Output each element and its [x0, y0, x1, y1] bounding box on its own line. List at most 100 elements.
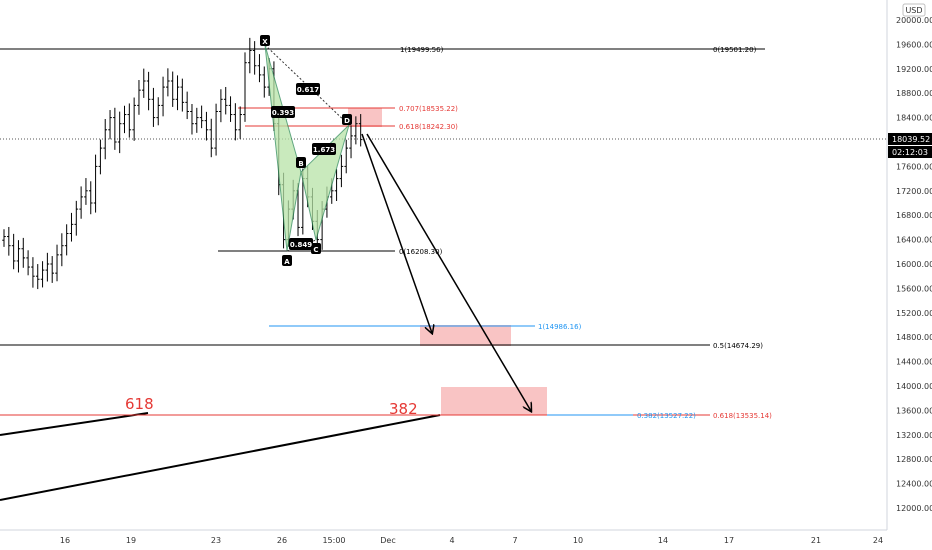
candle-25[interactable]	[122, 105, 127, 134]
price-tick-1: 19600.00	[896, 40, 932, 49]
candle-69[interactable]	[334, 169, 339, 201]
candle-31[interactable]	[151, 87, 156, 127]
candle-22[interactable]	[108, 110, 112, 140]
candle-24[interactable]	[117, 111, 122, 154]
candle-72[interactable]	[349, 125, 353, 159]
candle-42[interactable]	[204, 111, 209, 141]
point-c-marker[interactable]: C	[311, 243, 321, 254]
candle-15[interactable]	[74, 200, 79, 236]
candle-19[interactable]	[93, 154, 98, 213]
currency-label: USD	[905, 6, 922, 15]
candle-20[interactable]	[98, 139, 103, 175]
candle-38[interactable]	[185, 91, 189, 120]
price-tick-13: 14800.00	[896, 333, 932, 342]
candle-54[interactable]	[262, 66, 267, 98]
price-tick-2: 19200.00	[896, 65, 932, 74]
candle-34[interactable]	[166, 68, 170, 97]
candle-5[interactable]	[26, 250, 30, 276]
price-tick-14: 14400.00	[896, 358, 932, 367]
candle-0[interactable]	[2, 229, 6, 247]
candle-74[interactable]	[358, 114, 363, 147]
price-tick-16: 13600.00	[896, 406, 932, 415]
price-axis[interactable]: 20000.00 19600.00 19200.00 18800.00 18400.00…	[886, 0, 932, 530]
candle-23[interactable]	[113, 107, 117, 150]
projection-arrows[interactable]	[361, 133, 531, 411]
candle-14[interactable]	[69, 212, 74, 242]
candle-11[interactable]	[55, 244, 59, 282]
trendlines[interactable]	[0, 412, 441, 501]
candle-45[interactable]	[219, 89, 223, 123]
time-tick-2: 23	[211, 536, 221, 545]
candle-39[interactable]	[190, 103, 194, 135]
candle-35[interactable]	[170, 71, 175, 107]
candle-53[interactable]	[257, 54, 262, 83]
candle-28[interactable]	[137, 80, 141, 115]
price-tick-11: 15600.00	[896, 284, 932, 293]
point-x-marker[interactable]: X	[260, 35, 270, 46]
candle-1[interactable]	[7, 226, 11, 256]
currency-badge[interactable]	[902, 3, 926, 17]
level-label-0618: 0.618(18242.30)	[399, 123, 458, 131]
candle-8[interactable]	[40, 261, 45, 288]
level-labels: 1(19499.56) 0(19501.20) 0.707(18535.22) …	[399, 46, 772, 420]
candle-43[interactable]	[209, 118, 214, 158]
candle-50[interactable]	[243, 52, 247, 122]
candle-4[interactable]	[21, 237, 26, 268]
candle-16[interactable]	[79, 186, 83, 219]
time-tick-12: 24	[873, 536, 883, 545]
candle-44[interactable]	[214, 103, 218, 156]
arrow-to-target-2[interactable]	[366, 133, 531, 411]
level-label-0-16208: 0(16208.30)	[399, 248, 443, 256]
candle-33[interactable]	[161, 76, 165, 117]
time-axis[interactable]: 16 19 23 26 15:00 Dec 4 7 10 14 17 21 24	[0, 529, 887, 545]
candle-29[interactable]	[141, 68, 146, 98]
candle-48[interactable]	[233, 103, 238, 141]
current-price-tag: 18039.52	[888, 133, 932, 145]
candle-17[interactable]	[84, 178, 88, 205]
candle-3[interactable]	[16, 240, 21, 273]
point-b-marker[interactable]: B	[296, 157, 306, 168]
candle-49[interactable]	[238, 106, 242, 139]
candle-73[interactable]	[354, 116, 358, 145]
candle-71[interactable]	[344, 139, 349, 174]
candle-52[interactable]	[252, 41, 257, 75]
trendline-lower-1[interactable]	[0, 412, 149, 436]
countdown-text: 02:12:03	[892, 148, 928, 157]
candle-7[interactable]	[35, 264, 40, 290]
arrow-to-target-1[interactable]	[361, 133, 432, 333]
candle-70[interactable]	[339, 154, 344, 188]
fib-levels[interactable]	[0, 48, 887, 416]
target-zone-1[interactable]	[420, 325, 511, 346]
candle-32[interactable]	[156, 97, 161, 126]
candle-12[interactable]	[60, 233, 64, 267]
candle-6[interactable]	[31, 257, 35, 288]
time-tick-0: 16	[60, 536, 70, 545]
candle-9[interactable]	[45, 252, 50, 282]
candle-46[interactable]	[223, 86, 228, 115]
candle-36[interactable]	[175, 75, 180, 111]
candle-47[interactable]	[228, 96, 233, 122]
d-zone-box[interactable]	[348, 108, 382, 127]
candle-51[interactable]	[248, 37, 252, 74]
candle-30[interactable]	[146, 71, 151, 111]
time-tick-8: 10	[573, 536, 583, 545]
harmonic-pattern[interactable]: X A B C D 0.617 0.393 1.673	[260, 35, 352, 266]
candle-41[interactable]	[199, 105, 204, 129]
label-382: 382	[389, 400, 418, 418]
candle-40[interactable]	[195, 107, 199, 133]
candle-37[interactable]	[180, 78, 185, 112]
ratio-0393-text: 0.393	[272, 109, 294, 117]
candle-2[interactable]	[11, 233, 16, 270]
trendline-lower-2[interactable]	[0, 414, 441, 501]
point-d-marker[interactable]: D	[342, 114, 352, 125]
candle-10[interactable]	[50, 256, 54, 283]
candle-18[interactable]	[88, 181, 93, 215]
ratio-0393-badge: 0.393	[271, 106, 295, 118]
candle-21[interactable]	[103, 119, 108, 160]
candle-26[interactable]	[127, 103, 132, 138]
candle-13[interactable]	[64, 224, 69, 256]
candle-27[interactable]	[132, 97, 136, 141]
point-a-marker[interactable]: A	[282, 255, 292, 266]
